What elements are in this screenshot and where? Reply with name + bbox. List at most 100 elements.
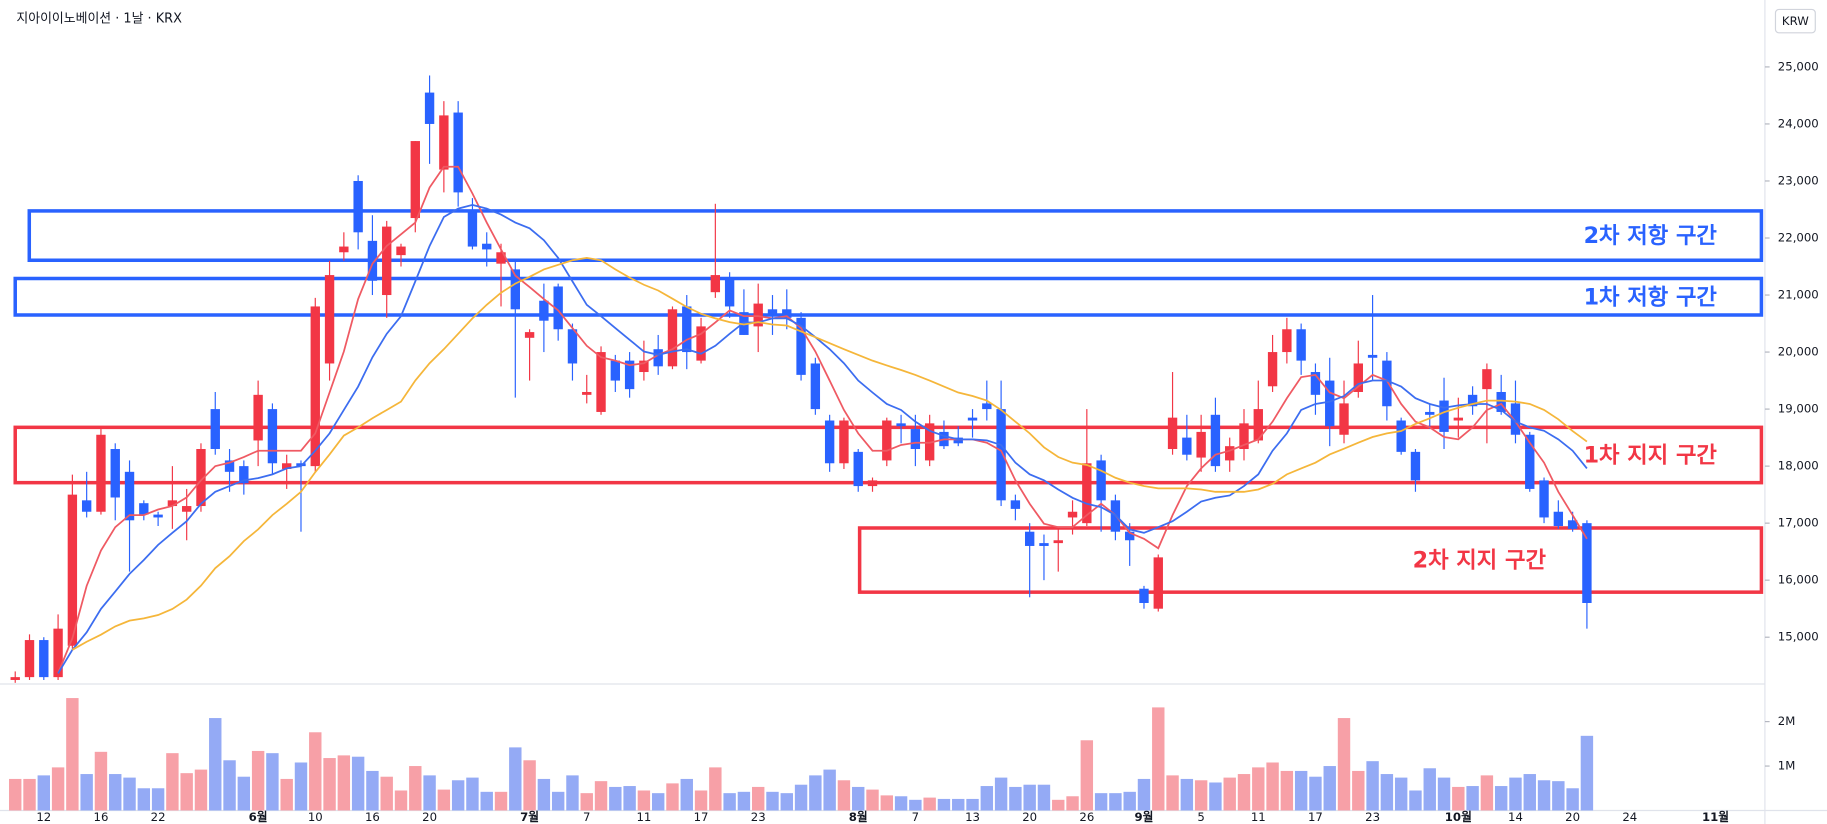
candle-body	[1296, 329, 1306, 361]
currency-label[interactable]: KRW	[1782, 14, 1809, 28]
volume-bar	[1152, 707, 1165, 811]
volume-bar	[937, 798, 951, 811]
volume-bar	[909, 799, 922, 811]
volume-bar	[51, 767, 65, 811]
candle-body	[1396, 420, 1406, 452]
x-tick-label: 17	[694, 810, 709, 824]
candle-body	[667, 309, 678, 367]
candle-body	[482, 243, 492, 250]
volume-bar	[823, 769, 836, 811]
volume-bar	[1423, 768, 1436, 811]
candle-body	[96, 434, 106, 512]
y-tick-label: 19,000	[1778, 402, 1819, 416]
volume-bar	[166, 753, 179, 811]
candle-body	[1010, 500, 1021, 509]
x-tick-label: 14	[1508, 810, 1523, 824]
volume-bar	[923, 797, 936, 811]
volume-bar	[66, 698, 79, 811]
volume-bar	[680, 778, 693, 811]
candle-body	[639, 360, 649, 373]
candle-body	[1253, 409, 1263, 441]
x-tick-label: 10월	[1445, 810, 1472, 824]
candle-body	[1510, 403, 1521, 435]
candle-body	[1024, 531, 1035, 546]
x-tick-label: 5	[1197, 810, 1204, 824]
volume-bar	[1194, 780, 1208, 811]
volume-bar	[1309, 776, 1322, 811]
volume-bar	[866, 789, 879, 811]
candle-body	[1439, 400, 1449, 432]
x-tick-label: 24	[1622, 810, 1637, 824]
volume-bar	[509, 747, 522, 811]
volume-bar	[251, 750, 265, 811]
candle-body	[996, 409, 1006, 501]
candle-body	[167, 500, 178, 507]
x-tick-label: 12	[36, 810, 51, 824]
candle-body	[339, 246, 349, 253]
x-tick-label: 7월	[520, 810, 539, 824]
candle-body	[1153, 557, 1163, 609]
candle-body	[467, 212, 478, 247]
candle-body	[324, 275, 335, 364]
candle-body	[1339, 403, 1349, 435]
volume-bar	[651, 793, 665, 811]
candle-body	[782, 309, 792, 318]
x-tick-label: 16	[94, 810, 109, 824]
candle-body	[181, 506, 192, 512]
candle-body	[1082, 463, 1092, 524]
candle-body	[1325, 380, 1335, 427]
x-tick-label: 10	[308, 810, 323, 824]
candle-body	[1210, 414, 1221, 467]
volume-bar	[737, 791, 751, 811]
zone-box	[857, 526, 1764, 594]
volume-bar	[1209, 782, 1222, 811]
candle-body	[367, 240, 378, 281]
volume-bar	[1394, 777, 1408, 811]
candle-body	[1367, 354, 1378, 358]
candle-body	[139, 503, 149, 515]
volume-bar	[1180, 778, 1194, 811]
volume-bar	[609, 786, 622, 811]
y-tick-label: 16,000	[1778, 573, 1819, 587]
candle-body	[453, 112, 463, 193]
x-tick-label: 20	[1565, 810, 1580, 824]
volume-bar	[1494, 786, 1508, 811]
volume-bar	[180, 773, 193, 811]
candle-body	[253, 394, 263, 441]
candle-body	[67, 494, 78, 646]
candle-body	[496, 252, 506, 264]
volume-bar	[766, 791, 779, 811]
y-tick-label: 24,000	[1778, 116, 1819, 130]
candle-body	[196, 449, 206, 507]
candle-body	[696, 326, 706, 361]
candle-body	[910, 429, 921, 450]
candle-body	[10, 677, 20, 680]
volume-bar	[1523, 774, 1536, 811]
candle-body	[810, 363, 821, 410]
volume-bar	[1380, 774, 1394, 811]
candle-body	[1310, 372, 1321, 395]
volume-bar	[994, 777, 1008, 811]
ma-line	[57, 165, 1588, 674]
currency-box[interactable]	[1774, 8, 1816, 34]
volume-bar	[551, 791, 565, 811]
candle-body	[1239, 423, 1249, 450]
volume-bar	[1294, 770, 1308, 811]
candle-body	[1567, 520, 1578, 529]
y-tick-label: 21,000	[1778, 288, 1819, 302]
volume-bar	[1566, 788, 1579, 811]
zone-label: 1차 저항 구간	[1584, 284, 1718, 310]
candle-body	[1282, 329, 1292, 353]
x-tick-label: 22	[151, 810, 166, 824]
x-tick-label: 17	[1308, 810, 1323, 824]
candle-body	[1053, 540, 1063, 544]
volume-bar	[1052, 799, 1065, 811]
volume-bar	[1280, 770, 1294, 811]
candle-body	[882, 420, 892, 461]
volume-bar	[594, 781, 608, 811]
volume-bar	[480, 791, 493, 811]
volume-bar	[466, 777, 479, 811]
candle-body	[153, 514, 163, 518]
